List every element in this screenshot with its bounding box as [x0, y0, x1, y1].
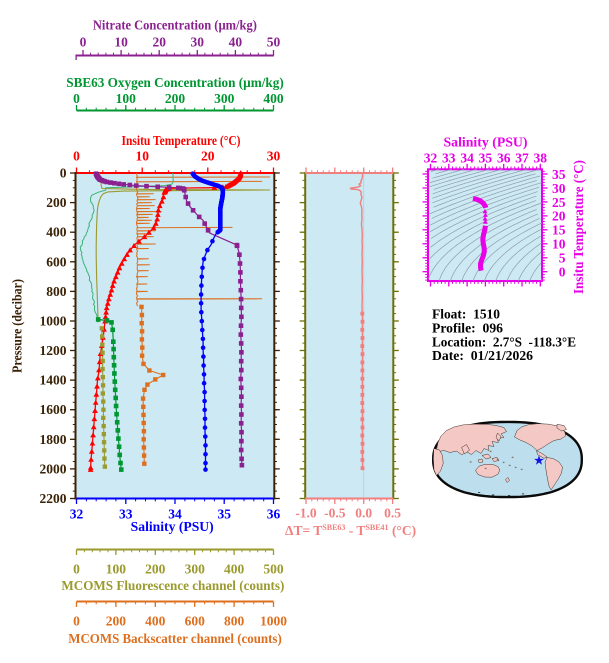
svg-text:30: 30 [267, 149, 281, 164]
svg-text:0: 0 [73, 91, 80, 106]
svg-text:600: 600 [46, 254, 67, 269]
svg-text:0: 0 [73, 614, 80, 629]
svg-text:Insitu Temperature (°C): Insitu Temperature (°C) [122, 133, 241, 148]
svg-text:10: 10 [552, 237, 566, 252]
svg-text:500: 500 [263, 562, 284, 577]
svg-text:Nitrate Concentration (µm/kg): Nitrate Concentration (µm/kg) [93, 18, 257, 33]
svg-text:33: 33 [442, 151, 456, 166]
svg-text:1400: 1400 [40, 373, 67, 388]
svg-text:36: 36 [497, 151, 511, 166]
svg-text:0: 0 [73, 562, 80, 577]
svg-text:1000: 1000 [260, 614, 287, 629]
svg-text:30: 30 [552, 181, 566, 196]
svg-text:800: 800 [46, 284, 67, 299]
svg-text:800: 800 [224, 614, 245, 629]
svg-text:40: 40 [229, 35, 243, 50]
svg-text:200: 200 [106, 614, 127, 629]
svg-text:0: 0 [73, 149, 80, 164]
svg-text:1600: 1600 [40, 402, 67, 417]
svg-text:35: 35 [552, 167, 566, 182]
svg-text:200: 200 [46, 195, 67, 210]
svg-text:Insitu Temperature (°C): Insitu Temperature (°C) [571, 160, 586, 294]
svg-text:33: 33 [119, 507, 133, 522]
svg-text:34: 34 [168, 507, 182, 522]
svg-text:37: 37 [515, 151, 529, 166]
svg-text:35: 35 [479, 151, 493, 166]
svg-text:34: 34 [460, 151, 474, 166]
svg-text:20: 20 [152, 35, 166, 50]
svg-text:5: 5 [559, 251, 566, 266]
svg-text:30: 30 [191, 35, 205, 50]
svg-text:200: 200 [165, 91, 186, 106]
svg-text:38: 38 [534, 151, 548, 166]
svg-text:Profile: 096: Profile: 096 [432, 321, 503, 336]
svg-text:Date: 01/21/2026: Date: 01/21/2026 [432, 349, 533, 364]
svg-text:2000: 2000 [40, 461, 67, 476]
svg-text:20: 20 [552, 209, 566, 224]
svg-text:50: 50 [267, 35, 281, 50]
svg-text:0.0: 0.0 [355, 506, 372, 521]
svg-text:400: 400 [224, 562, 245, 577]
svg-text:600: 600 [185, 614, 206, 629]
svg-text:MCOMS Fluorescence channel (co: MCOMS Fluorescence channel (counts) [61, 578, 284, 593]
svg-text:400: 400 [145, 614, 166, 629]
svg-text:25: 25 [552, 195, 566, 210]
svg-text:MCOMS Backscatter channel (cou: MCOMS Backscatter channel (counts) [68, 631, 282, 646]
svg-text:200: 200 [145, 562, 166, 577]
svg-text:-1.0: -1.0 [295, 506, 317, 521]
svg-text:10: 10 [135, 149, 149, 164]
svg-text:0.5: 0.5 [384, 506, 401, 521]
svg-text:32: 32 [424, 151, 438, 166]
svg-text:400: 400 [263, 91, 284, 106]
svg-text:300: 300 [185, 562, 206, 577]
svg-text:0: 0 [60, 166, 67, 181]
svg-text:Float: 1510: Float: 1510 [432, 308, 500, 323]
svg-text:1000: 1000 [40, 314, 67, 329]
svg-text:Location: 2.7°S -118.3°E: Location: 2.7°S -118.3°E [432, 335, 576, 350]
svg-text:1800: 1800 [40, 432, 67, 447]
svg-text:SBE63 Oxygen Concentration (µm: SBE63 Oxygen Concentration (µm/kg) [66, 75, 284, 90]
svg-text:ΔT= TSBE63 - TSBE41 (°C): ΔT= TSBE63 - TSBE41 (°C) [285, 523, 416, 538]
svg-text:2200: 2200 [40, 491, 67, 506]
svg-text:Salinity (PSU): Salinity (PSU) [131, 519, 214, 534]
svg-text:36: 36 [267, 507, 281, 522]
svg-text:10: 10 [114, 35, 128, 50]
svg-text:32: 32 [70, 507, 84, 522]
svg-text:1200: 1200 [40, 343, 67, 358]
svg-text:35: 35 [217, 507, 231, 522]
svg-text:15: 15 [552, 223, 566, 238]
svg-text:100: 100 [116, 91, 137, 106]
svg-text:0: 0 [80, 35, 87, 50]
svg-text:300: 300 [214, 91, 235, 106]
svg-text:100: 100 [106, 562, 127, 577]
svg-text:0: 0 [559, 265, 566, 280]
svg-text:Pressure (decibar): Pressure (decibar) [10, 279, 25, 373]
svg-text:Salinity (PSU): Salinity (PSU) [444, 135, 528, 150]
svg-text:-0.5: -0.5 [324, 506, 346, 521]
svg-text:400: 400 [46, 225, 67, 240]
svg-text:20: 20 [201, 149, 215, 164]
